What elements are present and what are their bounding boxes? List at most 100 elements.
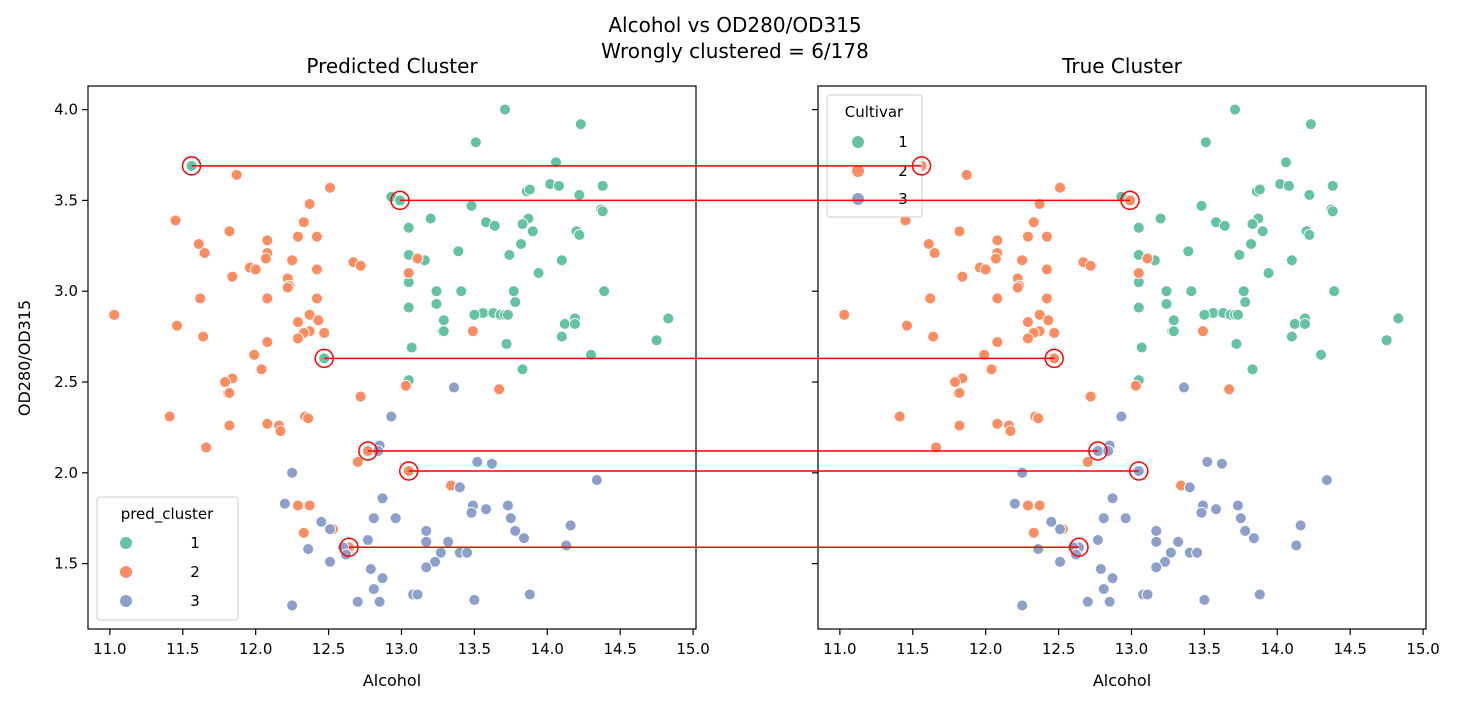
- data-point: [223, 225, 236, 238]
- data-point: [471, 455, 484, 468]
- legend-label-3: 3: [190, 592, 200, 610]
- y-tick-label: 2.0: [54, 464, 78, 482]
- data-point: [292, 332, 304, 345]
- data-point: [286, 599, 299, 612]
- scatter-points: [108, 103, 675, 612]
- data-point: [1320, 474, 1333, 487]
- data-point: [532, 267, 545, 280]
- data-point: [1132, 221, 1145, 234]
- plot-frame: [817, 85, 1427, 630]
- data-point: [1210, 503, 1222, 516]
- legend-marker-2: [120, 566, 132, 578]
- data-point: [468, 593, 481, 606]
- x-tick-label: 11.0: [823, 640, 856, 658]
- data-point: [900, 319, 913, 332]
- data-point: [1081, 595, 1094, 608]
- highlight-ring: [399, 461, 419, 481]
- data-point: [302, 543, 315, 556]
- data-point: [480, 503, 492, 516]
- data-point: [569, 317, 581, 330]
- highlight-ring: [390, 190, 410, 211]
- data-point: [324, 523, 336, 536]
- data-point: [560, 539, 573, 552]
- data-point: [465, 199, 478, 212]
- data-point: [991, 292, 1004, 305]
- data-point: [461, 546, 474, 559]
- data-point: [991, 417, 1004, 430]
- data-point: [485, 457, 498, 470]
- data-point: [1230, 337, 1243, 350]
- scatter-points: [838, 103, 1405, 612]
- x-axis-label: Alcohol: [1093, 671, 1151, 690]
- data-point: [385, 410, 398, 423]
- data-point: [310, 292, 323, 305]
- data-point: [1164, 546, 1177, 559]
- data-point: [989, 252, 1002, 265]
- data-point: [507, 285, 520, 298]
- plot-frame: [87, 85, 697, 630]
- legend-label-1: 1: [898, 133, 908, 151]
- data-point: [1022, 316, 1034, 329]
- figure-title-line-1: Alcohol vs OD280/OD315: [608, 13, 861, 37]
- legend[interactable]: Cultivar 1 2 3: [826, 94, 923, 218]
- data-point: [1022, 230, 1034, 243]
- data-point: [1141, 252, 1154, 265]
- data-point: [1150, 561, 1163, 574]
- data-point: [1129, 379, 1142, 392]
- data-point: [662, 312, 675, 325]
- data-point: [1033, 308, 1046, 321]
- data-point: [1303, 189, 1316, 201]
- data-point: [259, 252, 272, 265]
- data-point: [1150, 535, 1163, 548]
- data-point: [1326, 205, 1339, 218]
- data-point: [1045, 515, 1058, 528]
- data-point: [1304, 118, 1317, 131]
- data-point: [373, 595, 386, 608]
- data-point: [573, 189, 586, 201]
- data-point: [402, 221, 415, 234]
- data-point: [261, 336, 274, 349]
- data-point: [1285, 330, 1298, 343]
- data-point: [1380, 334, 1393, 347]
- predicted-cluster-panel: Predicted Cluster 11.0 11.5 12.0 12.5 13.0 13…: [15, 54, 710, 690]
- data-point: [420, 524, 433, 537]
- data-point: [1231, 308, 1244, 321]
- data-point: [1256, 225, 1269, 238]
- data-point: [509, 296, 522, 309]
- data-point: [1040, 263, 1053, 276]
- data-point: [523, 588, 536, 601]
- data-point: [468, 308, 481, 321]
- data-point: [1084, 259, 1097, 272]
- data-point: [590, 474, 603, 487]
- highlight-ring: [358, 441, 378, 461]
- data-point: [516, 363, 529, 376]
- data-point: [292, 230, 304, 243]
- data-point: [1282, 179, 1295, 192]
- data-point: [1004, 425, 1017, 438]
- data-point: [1022, 332, 1034, 345]
- legend-label-2: 2: [190, 563, 200, 581]
- data-point: [261, 292, 274, 305]
- data-point: [1201, 455, 1214, 468]
- data-point: [278, 497, 291, 510]
- data-point: [501, 308, 514, 321]
- legend-title: Cultivar: [845, 103, 904, 121]
- data-point: [1223, 383, 1236, 396]
- data-point: [297, 216, 310, 229]
- data-point: [108, 308, 121, 321]
- data-point: [429, 555, 441, 568]
- legend[interactable]: pred_cluster 1 2 3: [96, 496, 239, 621]
- data-point: [230, 169, 243, 181]
- data-point: [389, 512, 402, 525]
- legend-marker-3: [120, 595, 132, 607]
- figure-title-line-2: Wrongly clustered = 6/178: [601, 39, 869, 63]
- x-tick-label: 12.0: [239, 640, 272, 658]
- x-tick-label: 11.5: [896, 640, 929, 658]
- x-tick-label: 13.0: [1115, 640, 1148, 658]
- data-point: [500, 337, 513, 350]
- data-point: [1234, 512, 1247, 525]
- data-point: [1328, 285, 1341, 298]
- data-point: [376, 572, 389, 585]
- data-point: [949, 376, 962, 388]
- data-point: [953, 419, 966, 432]
